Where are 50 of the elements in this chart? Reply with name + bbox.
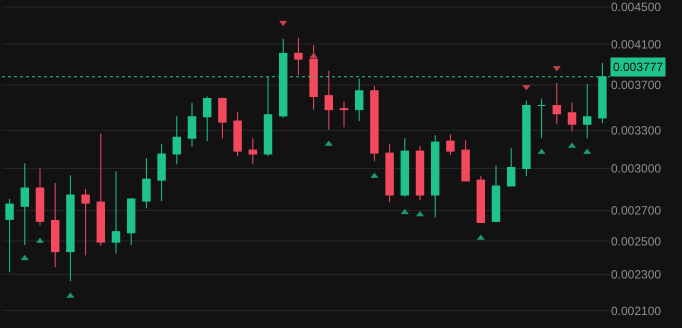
candlestick xyxy=(461,140,470,182)
candlestick xyxy=(552,82,562,125)
candlestick xyxy=(81,188,90,256)
candlestick xyxy=(50,182,60,268)
candlestick xyxy=(537,98,546,139)
point xyxy=(20,254,29,260)
y-tick-label: 0.004500 xyxy=(611,0,662,14)
candlestick xyxy=(370,85,379,162)
candlestick xyxy=(142,158,151,209)
candlestick xyxy=(476,176,486,223)
point xyxy=(400,208,409,214)
candlestick xyxy=(188,102,196,148)
point xyxy=(279,20,288,26)
ref-line-label: 0.003777 xyxy=(613,60,664,74)
y-tick-label: 0.003300 xyxy=(611,124,662,138)
candlestick xyxy=(416,146,424,201)
candlestick xyxy=(324,70,334,130)
candlestick xyxy=(385,144,394,203)
candlestick xyxy=(340,101,348,128)
candlestick xyxy=(568,102,576,132)
candlestick xyxy=(112,170,120,254)
y-tick-label: 0.002700 xyxy=(611,204,662,218)
candlestick xyxy=(20,162,30,246)
y-tick-label: 0.002100 xyxy=(611,304,662,318)
candlestick xyxy=(202,96,212,142)
candlestick xyxy=(522,100,531,177)
y-tick-label: 0.002300 xyxy=(611,268,662,282)
candlestick xyxy=(218,97,227,139)
candlestick xyxy=(126,197,136,246)
candlestick xyxy=(430,134,440,218)
candlestick xyxy=(96,132,106,246)
candlestick xyxy=(172,115,182,165)
candlestick xyxy=(233,111,242,157)
candlestick xyxy=(446,134,455,156)
point xyxy=(476,234,485,240)
candlestick xyxy=(400,138,410,198)
candlestick xyxy=(248,138,258,165)
candlestick xyxy=(294,37,303,76)
candlestick xyxy=(36,168,44,226)
candlestick xyxy=(5,198,14,273)
candlestick xyxy=(157,144,166,202)
candlestick xyxy=(66,174,75,282)
candlestick xyxy=(582,83,592,139)
y-tick-label: 0.003700 xyxy=(611,78,662,92)
y-tick-label: 0.002500 xyxy=(611,234,662,248)
candlestick xyxy=(492,164,500,222)
y-tick-label: 0.004100 xyxy=(611,37,662,52)
candlestick xyxy=(309,44,318,110)
candlestick xyxy=(506,148,516,187)
y-tick-label: 0.003000 xyxy=(611,162,662,176)
